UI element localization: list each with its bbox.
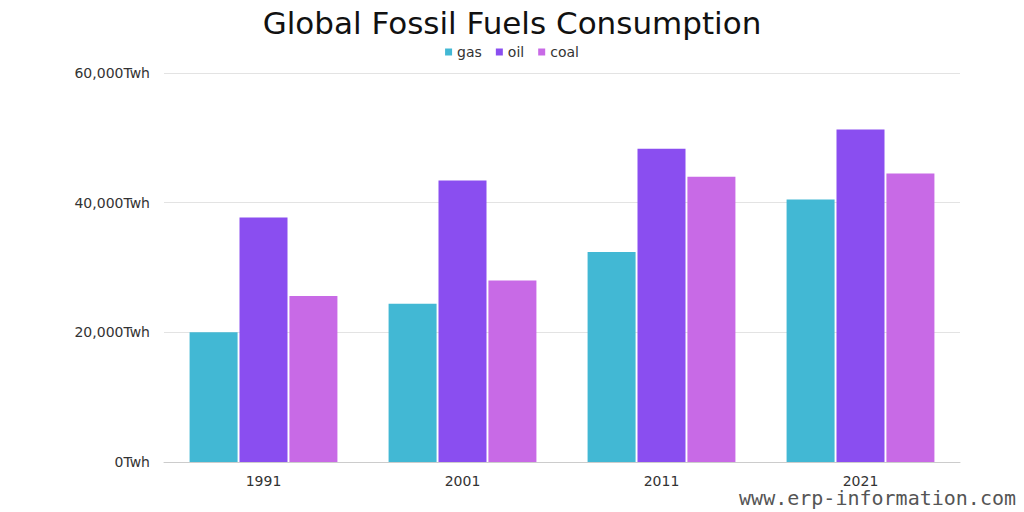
svg-text:www.erp-information.com: www.erp-information.com <box>739 486 1016 510</box>
svg-text:20,000Twh: 20,000Twh <box>74 324 150 340</box>
svg-text:coal: coal <box>550 44 579 60</box>
svg-text:gas: gas <box>457 44 482 60</box>
svg-text:1991: 1991 <box>246 473 282 489</box>
svg-text:2021: 2021 <box>843 473 879 489</box>
svg-text:0Twh: 0Twh <box>115 454 150 470</box>
svg-text:60,000Twh: 60,000Twh <box>74 65 150 81</box>
svg-text:oil: oil <box>508 44 524 60</box>
svg-text:Global Fossil Fuels Consumptio: Global Fossil Fuels Consumption <box>263 5 762 41</box>
svg-text:40,000Twh: 40,000Twh <box>74 195 150 211</box>
svg-text:2011: 2011 <box>644 473 680 489</box>
svg-text:2001: 2001 <box>445 473 481 489</box>
